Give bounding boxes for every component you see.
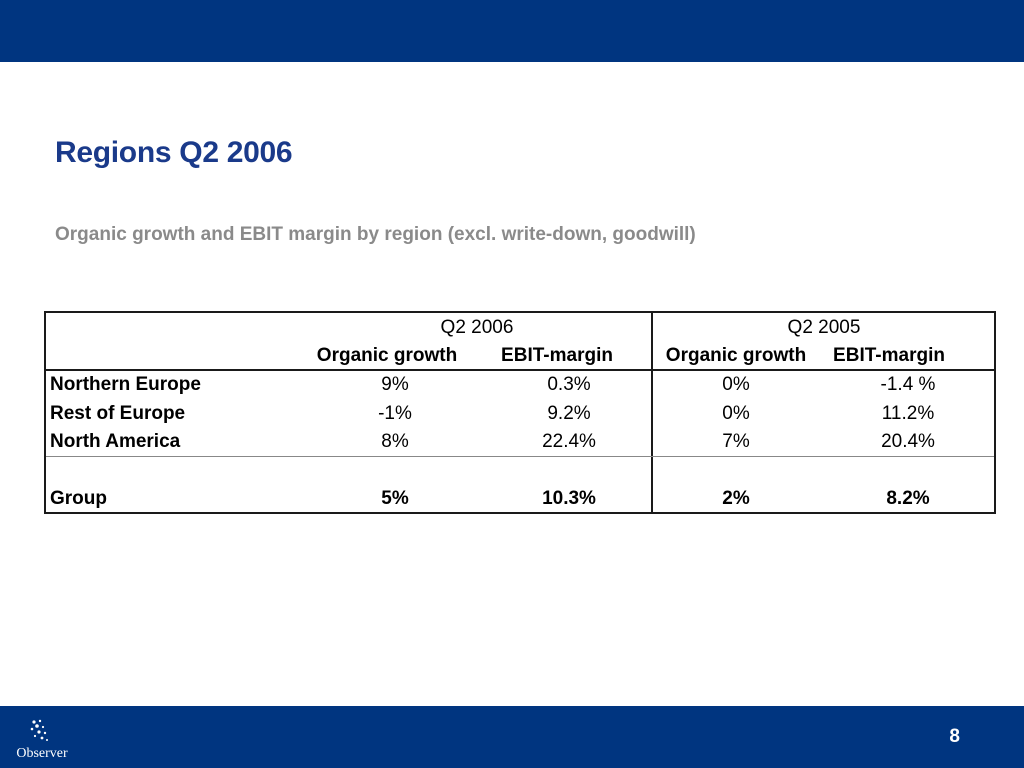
table-cell: 0% xyxy=(722,403,750,424)
table-cell-total: 10.3% xyxy=(542,488,596,509)
star-cluster-icon xyxy=(30,719,48,741)
table-cell: 20.4% xyxy=(881,431,935,452)
row-label-rest-of-europe: Rest of Europe xyxy=(50,403,186,424)
column-header-ebit-margin-2006: EBIT-margin xyxy=(501,345,613,366)
table-cell-total: 5% xyxy=(381,488,409,509)
header-divider xyxy=(46,369,994,371)
period-header-q2-2005: Q2 2005 xyxy=(787,317,861,338)
regions-table: Q2 2006 Q2 2005 Organic growth EBIT-marg… xyxy=(44,311,996,514)
table-cell: 9.2% xyxy=(547,403,591,424)
table-cell: 11.2% xyxy=(881,403,935,424)
row-label-northern-europe: Northern Europe xyxy=(50,374,201,395)
column-header-organic-growth-2006: Organic growth xyxy=(316,345,458,366)
table-cell: 0% xyxy=(722,374,750,395)
page-number: 8 xyxy=(949,726,960,747)
period-divider xyxy=(651,313,653,512)
logo-wordmark: Observer xyxy=(16,746,68,761)
table-cell: 0.3% xyxy=(547,374,591,395)
table-cell-total: 8.2% xyxy=(886,488,930,509)
total-divider xyxy=(46,456,994,457)
row-label-group: Group xyxy=(50,488,107,509)
table-cell: 9% xyxy=(381,374,409,395)
observer-logo: Observer xyxy=(12,718,72,764)
table-cell: 8% xyxy=(381,431,409,452)
table-cell-total: 2% xyxy=(722,488,750,509)
column-header-organic-growth-2005: Organic growth xyxy=(665,345,807,366)
top-banner xyxy=(0,0,1024,62)
table-cell: -1.4 % xyxy=(880,374,936,395)
table-cell: 7% xyxy=(722,431,750,452)
period-header-q2-2006: Q2 2006 xyxy=(440,317,514,338)
footer-banner: Observer 8 xyxy=(0,706,1024,768)
table-cell: -1% xyxy=(378,403,412,424)
row-label-north-america: North America xyxy=(50,431,181,452)
table-cell: 22.4% xyxy=(542,431,596,452)
slide-title: Regions Q2 2006 xyxy=(55,136,293,169)
slide-subtitle: Organic growth and EBIT margin by region… xyxy=(55,224,696,245)
column-header-ebit-margin-2005: EBIT-margin xyxy=(833,345,945,366)
